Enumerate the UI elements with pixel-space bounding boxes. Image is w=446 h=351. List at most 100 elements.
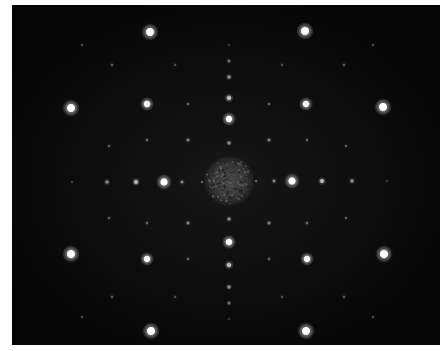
diffraction-spot-halo: [184, 136, 192, 144]
disk-speckle: [229, 179, 231, 182]
disk-speckle: [212, 188, 216, 191]
diffraction-spot-halo: [109, 62, 115, 68]
diffraction-spot: [227, 141, 231, 145]
disk-speckle: [232, 171, 235, 174]
diffraction-spot: [371, 315, 375, 319]
disk-speckle: [214, 185, 217, 188]
diffraction-spot: [226, 95, 232, 101]
diffraction-spot-halo: [185, 256, 191, 262]
disk-speckle: [219, 182, 222, 185]
disk-speckle: [245, 175, 248, 178]
central-disk-texture: [205, 159, 253, 205]
diffraction-spot: [305, 138, 309, 142]
diffraction-spot: [227, 59, 231, 63]
disk-speckle: [225, 197, 227, 200]
disk-speckle: [221, 181, 225, 185]
diffraction-spot: [186, 221, 190, 225]
diffraction-spot: [110, 295, 114, 299]
diffraction-spot-halo: [348, 177, 356, 185]
diffraction-spot-halo: [279, 294, 285, 300]
diffraction-spot: [186, 138, 190, 142]
diffraction-pattern: [12, 5, 440, 345]
disk-speckle: [231, 161, 234, 163]
disk-speckle: [230, 196, 233, 200]
disk-speckle: [230, 172, 232, 174]
disk-speckle: [221, 168, 225, 172]
disk-speckle: [213, 177, 216, 180]
disk-speckle: [244, 182, 248, 186]
disk-speckle: [240, 194, 244, 197]
diffraction-spot: [201, 181, 203, 183]
diffraction-spot-halo: [225, 139, 233, 147]
disk-speckle: [243, 170, 247, 174]
disk-speckle: [226, 183, 228, 185]
disk-speckle: [244, 176, 246, 178]
diffraction-spot: [280, 63, 284, 67]
diffraction-spot-halo: [370, 314, 376, 320]
disk-speckle: [226, 190, 230, 194]
diffraction-spot-halo: [225, 57, 233, 65]
diffraction-spot: [147, 327, 155, 335]
disk-speckle: [238, 171, 241, 174]
diffraction-spot: [305, 221, 309, 225]
disk-speckle: [235, 163, 238, 166]
diffraction-spot: [303, 255, 311, 263]
disk-speckle: [219, 187, 222, 190]
disk-speckle: [229, 202, 232, 205]
diffraction-spot-halo: [225, 215, 233, 223]
disk-speckle: [212, 179, 216, 183]
disk-speckle: [230, 193, 234, 197]
diffraction-spot-halo: [265, 136, 273, 144]
diffraction-spot-halo: [185, 101, 191, 107]
disk-speckle: [217, 195, 220, 198]
disk-speckle: [227, 196, 230, 198]
disk-speckle: [211, 170, 215, 173]
disk-speckle: [220, 194, 222, 197]
diffraction-spot: [143, 255, 151, 263]
disk-speckle: [227, 177, 229, 180]
diffraction-spot-halo: [225, 283, 233, 291]
diffraction-spot-halo: [343, 143, 349, 149]
diffraction-spot: [267, 102, 271, 106]
diffraction-spot: [255, 180, 257, 182]
diffraction-spot: [225, 238, 233, 246]
diffraction-spot: [110, 63, 114, 67]
disk-speckle: [220, 189, 223, 191]
diffraction-spot: [67, 104, 75, 112]
disk-speckle: [206, 176, 208, 178]
diffraction-spot-halo: [172, 62, 178, 68]
disk-speckle: [216, 162, 219, 164]
disk-speckle: [225, 193, 228, 196]
diffraction-spot-halo: [172, 294, 178, 300]
diffraction-spot-halo: [144, 220, 150, 226]
diffraction-spot-halo: [199, 179, 205, 185]
diffraction-spot: [227, 301, 231, 305]
disk-speckle: [238, 184, 241, 187]
disk-speckle: [236, 181, 240, 184]
disk-speckle: [216, 174, 219, 178]
disk-speckle: [237, 162, 241, 166]
disk-speckle: [238, 188, 240, 191]
disk-speckle: [221, 173, 225, 176]
diffraction-spot: [105, 180, 109, 184]
disk-speckle: [240, 161, 243, 164]
disk-speckle: [225, 202, 228, 205]
diffraction-spot: [344, 216, 348, 220]
disk-speckle: [223, 186, 227, 189]
disk-speckle: [222, 180, 225, 183]
diffraction-spot: [267, 257, 271, 261]
diffraction-spot: [146, 28, 154, 36]
diffraction-spot-halo: [270, 177, 278, 185]
diffraction-spot-halo: [79, 314, 85, 320]
disk-speckle: [244, 179, 247, 183]
diffraction-spot: [228, 44, 230, 46]
disk-speckle: [224, 162, 227, 164]
diffraction-spot: [80, 43, 84, 47]
diffraction-spot-halo: [253, 178, 259, 184]
disk-speckle: [246, 170, 250, 173]
diffraction-spot: [371, 43, 375, 47]
diffraction-spot: [350, 179, 354, 183]
diffraction-spot-halo: [370, 42, 376, 48]
disk-speckle: [235, 197, 238, 199]
diffraction-spot-halo: [106, 143, 112, 149]
